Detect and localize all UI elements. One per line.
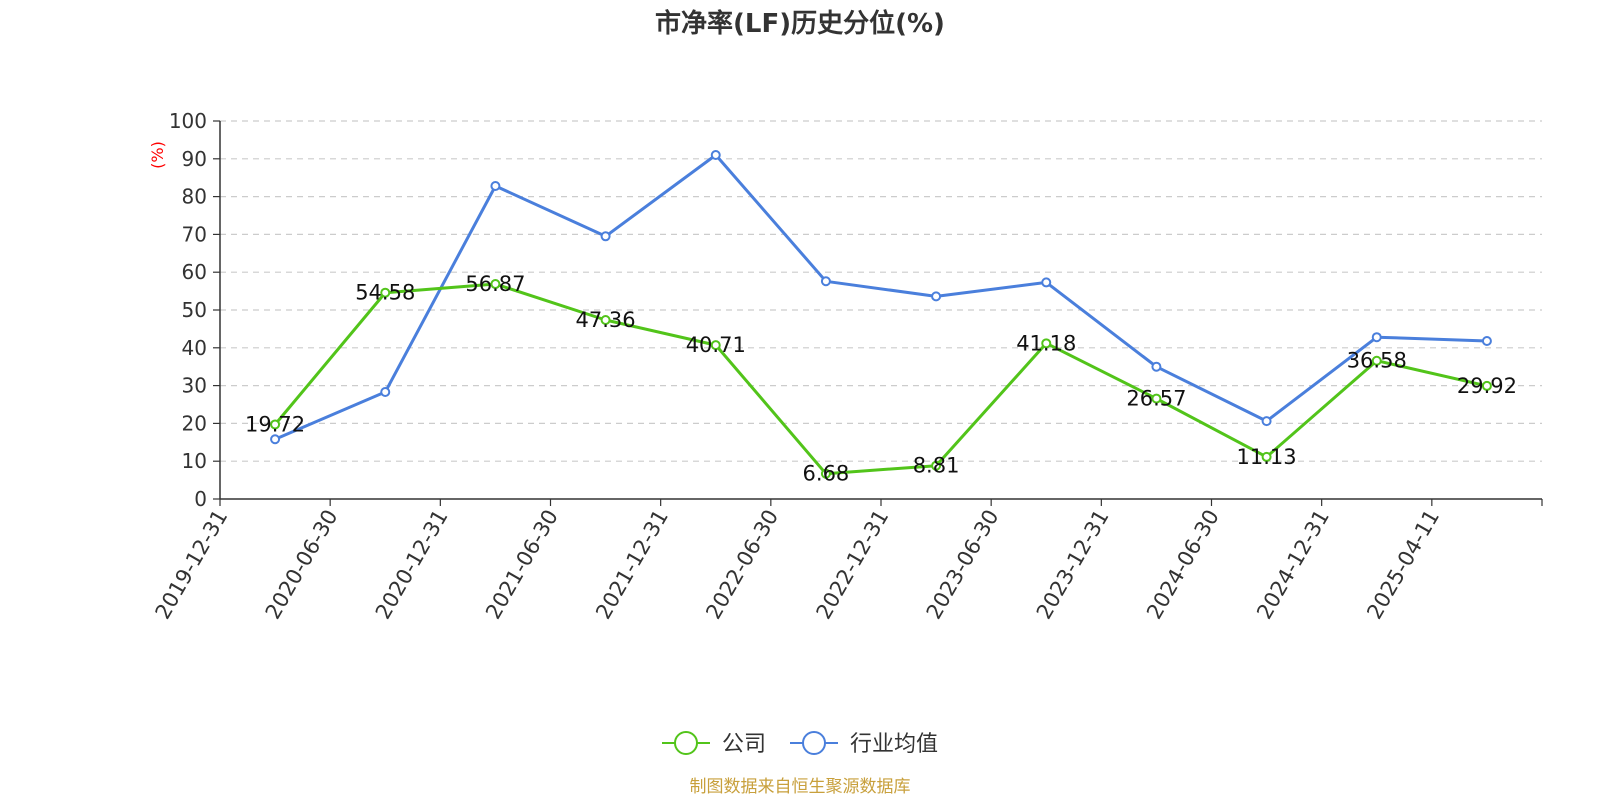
data-point[interactable] bbox=[1261, 416, 1272, 427]
data-point[interactable] bbox=[600, 314, 611, 325]
series-line bbox=[274, 153, 1487, 441]
y-tick-label: 0 bbox=[194, 487, 207, 511]
axes: 0 10 20 30 40 50 60 70 80 90 100 2019-12-31 2020-06-… bbox=[151, 109, 1543, 624]
data-point[interactable] bbox=[380, 287, 391, 298]
x-tick-label: 2025-04-11 bbox=[1362, 506, 1444, 624]
grid-lines bbox=[220, 120, 1542, 462]
data-source-note: 制图数据来自恒生聚源数据库 bbox=[690, 777, 911, 797]
data-point[interactable] bbox=[600, 231, 611, 242]
y-tick-label: 50 bbox=[182, 298, 207, 322]
data-point[interactable] bbox=[1371, 355, 1382, 366]
x-tick-label: 2019-12-31 bbox=[151, 506, 233, 624]
data-point[interactable] bbox=[1481, 380, 1492, 391]
data-point[interactable] bbox=[1481, 335, 1492, 346]
y-axis-unit-label: (%) bbox=[148, 141, 167, 169]
x-tick-label: 2022-12-31 bbox=[812, 506, 894, 624]
data-label: 8.81 bbox=[913, 454, 960, 478]
legend[interactable]: 公司 行业均值 bbox=[662, 731, 938, 757]
data-point[interactable] bbox=[710, 340, 721, 351]
x-tick-label: 2022-06-30 bbox=[701, 506, 783, 624]
y-tick-label: 100 bbox=[169, 109, 207, 133]
legend-marker-icon bbox=[802, 731, 826, 755]
data-label: 29.92 bbox=[1457, 374, 1517, 398]
x-tick-label: 2023-06-30 bbox=[922, 506, 1004, 624]
y-tick-label: 80 bbox=[182, 185, 207, 209]
data-point[interactable] bbox=[380, 387, 391, 398]
y-tick-label: 70 bbox=[182, 222, 207, 246]
y-tick-label: 40 bbox=[182, 336, 207, 360]
data-label: 19.72 bbox=[245, 412, 305, 436]
data-label: 6.68 bbox=[803, 462, 850, 486]
data-label: 11.13 bbox=[1237, 445, 1297, 469]
legend-label: 公司 bbox=[722, 732, 766, 757]
x-tick-label: 2021-06-30 bbox=[481, 506, 563, 624]
data-label: 40.71 bbox=[686, 333, 746, 357]
y-tick-label: 20 bbox=[182, 411, 207, 435]
data-label: 26.57 bbox=[1126, 387, 1186, 411]
x-tick-label: 2020-06-30 bbox=[261, 506, 343, 624]
data-point[interactable] bbox=[1151, 393, 1162, 404]
legend-item-industry-average[interactable]: 行业均值 bbox=[790, 731, 938, 757]
y-tick-label: 10 bbox=[182, 449, 207, 473]
series-layer bbox=[270, 150, 1492, 479]
data-point[interactable] bbox=[820, 468, 831, 479]
y-tick-label: 30 bbox=[182, 374, 207, 398]
y-tick-label: 60 bbox=[182, 260, 207, 284]
legend-marker-icon bbox=[674, 731, 698, 755]
data-label: 47.36 bbox=[576, 308, 636, 332]
data-labels: 19.72 54.58 56.87 47.36 40.71 6.68 8.81 41.18 26… bbox=[245, 272, 1517, 486]
legend-item-company[interactable]: 公司 bbox=[662, 731, 766, 757]
data-point[interactable] bbox=[1041, 338, 1052, 349]
series-company bbox=[270, 279, 1492, 479]
data-point[interactable] bbox=[270, 434, 281, 445]
data-label: 36.58 bbox=[1347, 349, 1407, 373]
data-point[interactable] bbox=[1151, 361, 1162, 372]
data-label: 54.58 bbox=[355, 281, 415, 305]
data-point[interactable] bbox=[1041, 277, 1052, 288]
data-point[interactable] bbox=[1261, 451, 1272, 462]
x-tick-label: 2024-06-30 bbox=[1142, 506, 1224, 624]
data-point[interactable] bbox=[490, 279, 501, 290]
legend-label: 行业均值 bbox=[850, 732, 938, 757]
data-label: 41.18 bbox=[1016, 331, 1076, 355]
x-tick-label: 2023-12-31 bbox=[1032, 506, 1114, 624]
data-label: 56.87 bbox=[465, 272, 525, 296]
data-point[interactable] bbox=[931, 460, 942, 471]
data-point[interactable] bbox=[490, 181, 501, 192]
x-tick-label: 2021-12-31 bbox=[591, 506, 673, 624]
chart-title: 市净率(LF)历史分位(%) bbox=[655, 8, 945, 39]
data-point[interactable] bbox=[820, 276, 831, 287]
data-point[interactable] bbox=[270, 419, 281, 430]
series-industry-average bbox=[270, 150, 1492, 445]
x-tick-label: 2024-12-31 bbox=[1252, 506, 1334, 624]
series-line bbox=[273, 282, 1488, 476]
data-point[interactable] bbox=[1371, 332, 1382, 343]
data-point[interactable] bbox=[931, 291, 942, 302]
x-tick-label: 2020-12-31 bbox=[371, 506, 453, 624]
y-tick-label: 90 bbox=[182, 147, 207, 171]
data-point[interactable] bbox=[710, 150, 721, 161]
